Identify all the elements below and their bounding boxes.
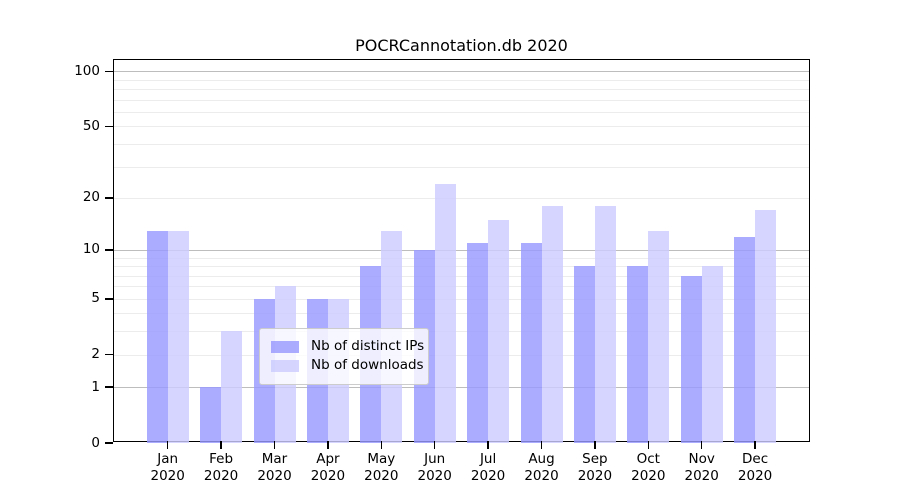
bar-nb-of-downloads-jul-2020 [488,219,510,443]
y-tick-10 [105,249,113,251]
bar-nb-of-downloads-dec-2020 [755,210,777,443]
bar-nb-of-downloads-oct-2020 [648,230,670,443]
legend-item-downloads: Nb of downloads [271,356,424,375]
y-tick-label-5: 5 [91,290,100,307]
legend-item-distinct-ips: Nb of distinct IPs [271,337,424,356]
x-tick-label-sep-2020: Sep 2020 [577,451,613,484]
gridline-minor-90 [114,79,809,81]
y-tick-2 [105,353,113,356]
bar-nb-of-distinct-ips-aug-2020 [520,242,542,443]
y-tick-label-10: 10 [82,241,100,258]
x-tick-jun-2020 [433,441,436,449]
y-tick-0 [105,442,113,444]
y-tick-label-50: 50 [82,117,100,134]
chart-title: POCRCannotation.db 2020 [355,36,568,55]
y-tick-label-20: 20 [82,189,100,206]
x-tick-feb-2020 [220,441,222,449]
bar-nb-of-downloads-jan-2020 [167,230,189,443]
gridline-major-10 [114,249,809,251]
gridline-minor-5 [114,298,809,300]
x-tick-nov-2020 [700,441,703,449]
x-tick-label-jun-2020: Jun 2020 [417,451,452,484]
x-tick-label-jul-2020: Jul 2020 [470,451,506,484]
bar-nb-of-distinct-ips-oct-2020 [627,266,649,443]
y-tick-label-1: 1 [91,378,100,395]
bar-nb-of-distinct-ips-jul-2020 [467,242,489,443]
gridline-minor-60 [114,112,809,114]
bar-nb-of-distinct-ips-nov-2020 [680,275,702,443]
bar-nb-of-downloads-aug-2020 [541,205,563,443]
gridline-major-100 [114,71,809,73]
bar-nb-of-downloads-feb-2020 [221,331,243,443]
x-tick-label-feb-2020: Feb 2020 [203,451,239,484]
gridline-minor-50 [114,126,809,128]
gridline-minor-40 [114,144,809,146]
x-tick-label-mar-2020: Mar 2020 [257,451,292,484]
gridline-minor-6 [114,286,809,288]
y-tick-label-2: 2 [91,346,100,363]
bar-nb-of-downloads-sep-2020 [594,205,616,443]
bar-nb-of-distinct-ips-jan-2020 [146,230,168,443]
y-tick-20 [105,197,113,199]
y-tick-100 [105,70,113,73]
x-tick-mar-2020 [273,441,276,449]
x-tick-apr-2020 [327,441,329,449]
bar-nb-of-distinct-ips-dec-2020 [734,236,756,443]
legend: Nb of distinct IPs Nb of downloads [259,328,429,385]
bar-nb-of-downloads-jun-2020 [434,183,456,443]
y-tick-50 [105,125,113,128]
gridline-minor-80 [114,89,809,91]
gridline-minor-30 [114,166,809,168]
y-tick-5 [105,298,113,300]
y-tick-1 [105,386,113,388]
gridline-major-1 [114,387,809,389]
gridline-minor-4 [114,313,809,315]
bar-nb-of-distinct-ips-feb-2020 [200,387,222,443]
x-tick-aug-2020 [540,441,543,449]
legend-label-distinct-ips: Nb of distinct IPs [311,338,425,354]
x-tick-oct-2020 [647,441,650,449]
gridline-minor-70 [114,99,809,101]
y-tick-label-0: 0 [91,434,100,451]
plot-area: 0 1 2 5 10 20 50 100 Jan 2020 Feb 2020 Mar 2020 Apr… [74,59,810,484]
gridline-minor-2 [114,354,809,356]
gridline-minor-3 [114,331,809,333]
x-tick-label-may-2020: May 2020 [364,451,399,484]
gridline-minor-20 [114,197,809,199]
x-tick-jan-2020 [166,441,169,449]
gridline-minor-7 [114,275,809,277]
y-tick-label-100: 100 [74,62,100,79]
bar-nb-of-downloads-nov-2020 [701,266,723,443]
x-tick-dec-2020 [754,441,756,449]
x-tick-label-apr-2020: Apr 2020 [310,451,346,484]
x-tick-label-oct-2020: Oct 2020 [631,451,666,484]
x-tick-label-nov-2020: Nov 2020 [684,451,719,484]
x-tick-label-aug-2020: Aug 2020 [524,451,559,484]
x-tick-may-2020 [380,441,383,449]
legend-label-downloads: Nb of downloads [311,357,424,373]
x-tick-label-jan-2020: Jan 2020 [150,451,185,484]
x-tick-label-dec-2020: Dec 2020 [737,451,773,484]
x-tick-sep-2020 [594,441,596,449]
legend-swatch-downloads [271,359,299,372]
gridline-minor-8 [114,266,809,268]
x-tick-jul-2020 [487,441,489,449]
gridline-minor-9 [114,257,809,259]
bar-nb-of-distinct-ips-sep-2020 [573,266,595,443]
legend-swatch-distinct-ips [271,340,299,353]
